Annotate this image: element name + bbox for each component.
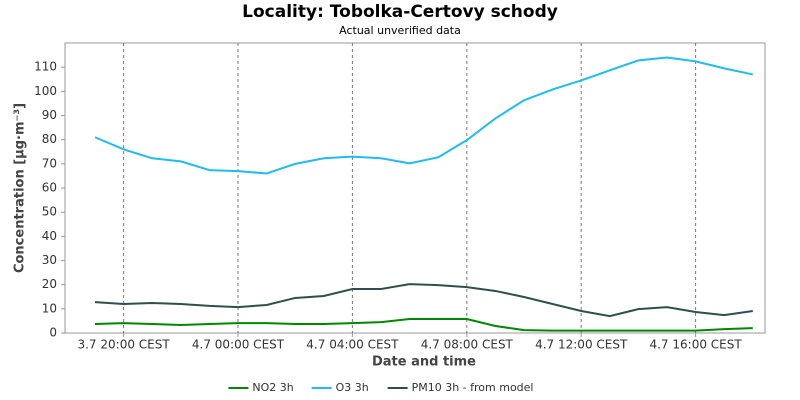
y-tick-label: 80 xyxy=(42,132,57,146)
y-tick-label: 50 xyxy=(42,205,57,219)
y-tick-label: 20 xyxy=(42,277,57,291)
y-tick-label: 60 xyxy=(42,181,57,195)
x-tick-label: 3.7 20:00 CEST xyxy=(77,338,170,352)
legend-label: O3 3h xyxy=(336,381,369,394)
x-tick-label: 4.7 04:00 CEST xyxy=(306,338,399,352)
y-tick-label: 30 xyxy=(42,253,57,267)
x-axis-label: Date and time xyxy=(372,355,476,370)
y-tick-label: 90 xyxy=(42,108,57,122)
y-tick-label: 110 xyxy=(34,60,57,74)
x-tick-label: 4.7 00:00 CEST xyxy=(192,338,285,352)
y-tick-label: 10 xyxy=(42,301,57,315)
y-tick-label: 100 xyxy=(34,84,57,98)
y-tick-label: 70 xyxy=(42,156,57,170)
legend-label: NO2 3h xyxy=(252,381,293,394)
legend-label: PM10 3h - from model xyxy=(412,381,534,394)
x-tick-label: 4.7 16:00 CEST xyxy=(649,338,742,352)
series-line xyxy=(94,283,753,318)
y-tick-label: 0 xyxy=(49,326,57,340)
series-line xyxy=(94,317,753,332)
y-tick-label: 40 xyxy=(42,229,57,243)
x-tick-label: 4.7 12:00 CEST xyxy=(535,338,628,352)
chart-subtitle: Actual unverified data xyxy=(339,24,461,37)
x-tick-label: 4.7 08:00 CEST xyxy=(421,338,514,352)
series-line xyxy=(94,56,754,175)
chart-title: Locality: Tobolka-Certovy schody xyxy=(242,2,558,22)
y-axis-label: Concentration [µg·m⁻³] xyxy=(13,103,28,273)
